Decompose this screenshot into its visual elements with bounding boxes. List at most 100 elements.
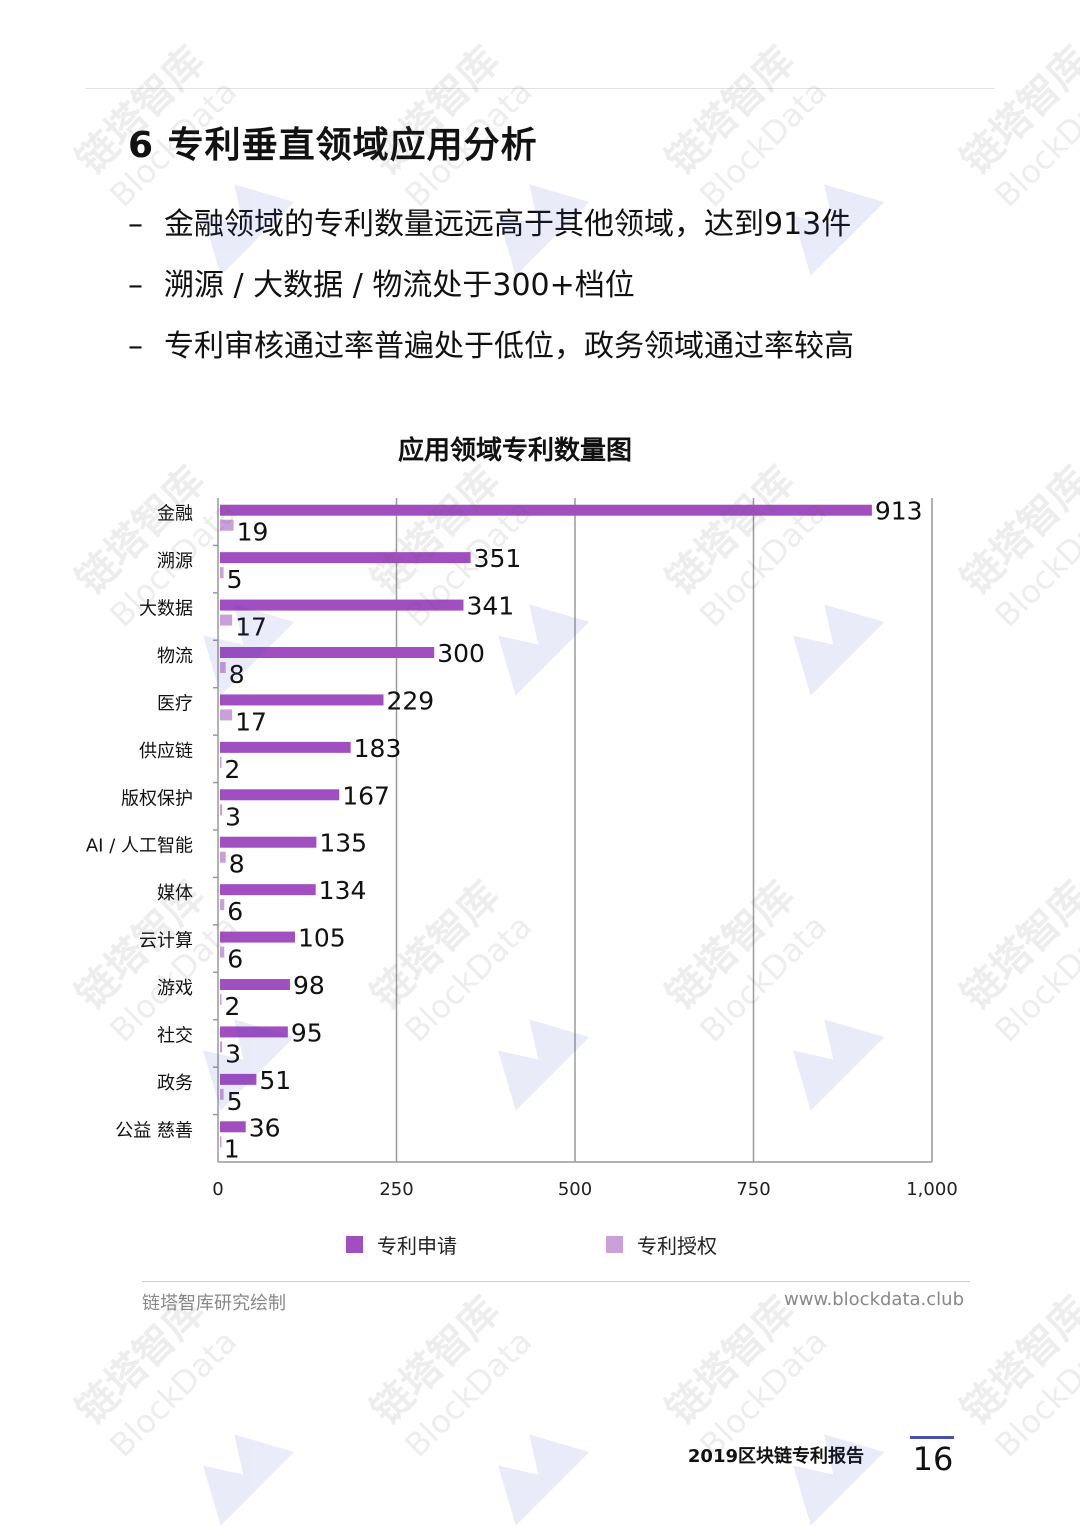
data-label-applications: 135 <box>319 829 367 858</box>
data-label-applications: 341 <box>466 592 514 621</box>
bullet-item: – 溯源 / 大数据 / 物流处于300+档位 <box>128 263 854 324</box>
watermark-subtext: BlockData <box>987 72 1080 214</box>
category-label: 游戏 <box>157 978 193 999</box>
legend-swatch-applications <box>346 1236 363 1253</box>
data-label-applications: 229 <box>387 686 435 715</box>
bar-applications <box>220 931 295 943</box>
data-label-grants: 3 <box>225 802 241 831</box>
bullet-item: – 金融领域的专利数量远远高于其他领域，达到913件 <box>128 202 854 263</box>
bar-applications <box>220 1121 246 1133</box>
x-tick-label: 250 <box>379 1179 413 1200</box>
data-label-grants: 6 <box>227 945 243 974</box>
data-label-applications: 36 <box>249 1113 281 1142</box>
bullet-item: – 专利审核通过率普遍处于低位，政务领域通过率较高 <box>128 324 854 385</box>
category-label: 政务 <box>157 1073 193 1094</box>
watermark-text: 链塔智库 <box>953 1288 1080 1434</box>
category-label: 物流 <box>157 646 193 667</box>
bar-grants <box>220 899 225 911</box>
data-label-grants: 17 <box>235 613 267 642</box>
legend-item-applications: 专利申请 <box>346 1230 457 1259</box>
data-label-applications: 134 <box>319 876 367 905</box>
data-label-applications: 913 <box>875 497 923 526</box>
category-label: 金融 <box>157 504 193 525</box>
bar-applications <box>220 789 340 801</box>
bar-grants <box>220 756 222 768</box>
bar-applications <box>220 979 290 990</box>
bar-grants <box>220 709 233 721</box>
category-label: 大数据 <box>139 599 193 620</box>
watermark-subtext: BlockData <box>692 72 834 214</box>
footer-divider <box>142 1281 970 1282</box>
bar-applications <box>220 1073 257 1085</box>
data-label-grants: 19 <box>237 518 269 547</box>
bar-grants <box>220 567 224 579</box>
x-tick-label: 750 <box>736 1179 770 1200</box>
category-label: 溯源 <box>157 551 193 572</box>
bar-grants <box>220 1041 223 1053</box>
bar-applications <box>220 884 316 896</box>
bar-grants <box>220 614 233 626</box>
bar-applications <box>220 741 351 753</box>
bar-applications <box>220 599 464 611</box>
bar-grants <box>220 994 222 1005</box>
x-tick-label: 500 <box>558 1179 592 1200</box>
source-note: 链塔智库研究绘制 <box>142 1293 286 1314</box>
bar-grants <box>220 1136 222 1148</box>
bar-grants <box>220 851 226 863</box>
bar-applications <box>220 694 384 706</box>
website-link[interactable]: www.blockdata.club <box>784 1289 964 1310</box>
bar-applications <box>220 647 435 658</box>
watermark-text: 链塔智库 <box>658 1288 804 1434</box>
category-label: AI / 人工智能 <box>86 836 193 857</box>
watermark-logo <box>1067 1413 1080 1525</box>
data-label-applications: 105 <box>298 924 346 953</box>
data-label-applications: 300 <box>437 639 485 668</box>
watermark-logo <box>203 1434 295 1526</box>
top-divider <box>85 88 995 89</box>
chart-title: 应用领域专利数量图 <box>397 436 632 466</box>
data-label-grants: 1 <box>224 1134 240 1163</box>
data-label-grants: 17 <box>235 707 267 736</box>
bullet-marker: – <box>128 207 143 242</box>
data-label-grants: 5 <box>227 1087 243 1116</box>
category-label: 版权保护 <box>121 788 193 809</box>
bar-grants <box>220 804 223 816</box>
legend-label-grants: 专利授权 <box>637 1234 717 1258</box>
data-label-grants: 8 <box>229 660 245 689</box>
watermark-subtext: BlockData <box>102 1322 244 1464</box>
data-label-grants: 3 <box>225 1039 241 1068</box>
bullet-marker: – <box>128 268 143 303</box>
watermark-text: 链塔智库 <box>953 38 1080 184</box>
bar-grants <box>220 946 225 958</box>
page-title: 6 专利垂直领域应用分析 <box>128 125 538 166</box>
watermark-subtext: BlockData <box>397 1322 539 1464</box>
category-label: 社交 <box>157 1025 193 1046</box>
category-label: 公益 慈善 <box>115 1120 193 1141</box>
bar-grants <box>220 662 226 673</box>
report-title: 2019区块链专利报告 <box>687 1446 864 1467</box>
data-label-applications: 95 <box>291 1018 323 1047</box>
watermark-text: 链塔智库 <box>363 1288 509 1434</box>
chart-legend: 专利申请 专利授权 <box>0 1230 1080 1259</box>
category-label: 医疗 <box>157 693 193 714</box>
legend-item-grants: 专利授权 <box>606 1230 717 1259</box>
data-label-grants: 5 <box>227 565 243 594</box>
category-label: 媒体 <box>157 883 193 904</box>
bullet-marker: – <box>128 329 143 364</box>
data-label-applications: 51 <box>259 1066 291 1095</box>
watermark-text: 链塔智库 <box>658 38 804 184</box>
x-tick-label: 1,000 <box>906 1179 958 1200</box>
category-label: 云计算 <box>139 931 193 952</box>
bar-grants <box>220 519 234 531</box>
bar-grants <box>220 1088 224 1100</box>
bar-applications <box>220 1026 288 1038</box>
data-label-applications: 167 <box>342 781 390 810</box>
legend-swatch-grants <box>606 1236 623 1253</box>
watermark-logo <box>793 1434 885 1526</box>
legend-label-applications: 专利申请 <box>377 1234 457 1258</box>
x-tick-label: 0 <box>212 1179 223 1200</box>
